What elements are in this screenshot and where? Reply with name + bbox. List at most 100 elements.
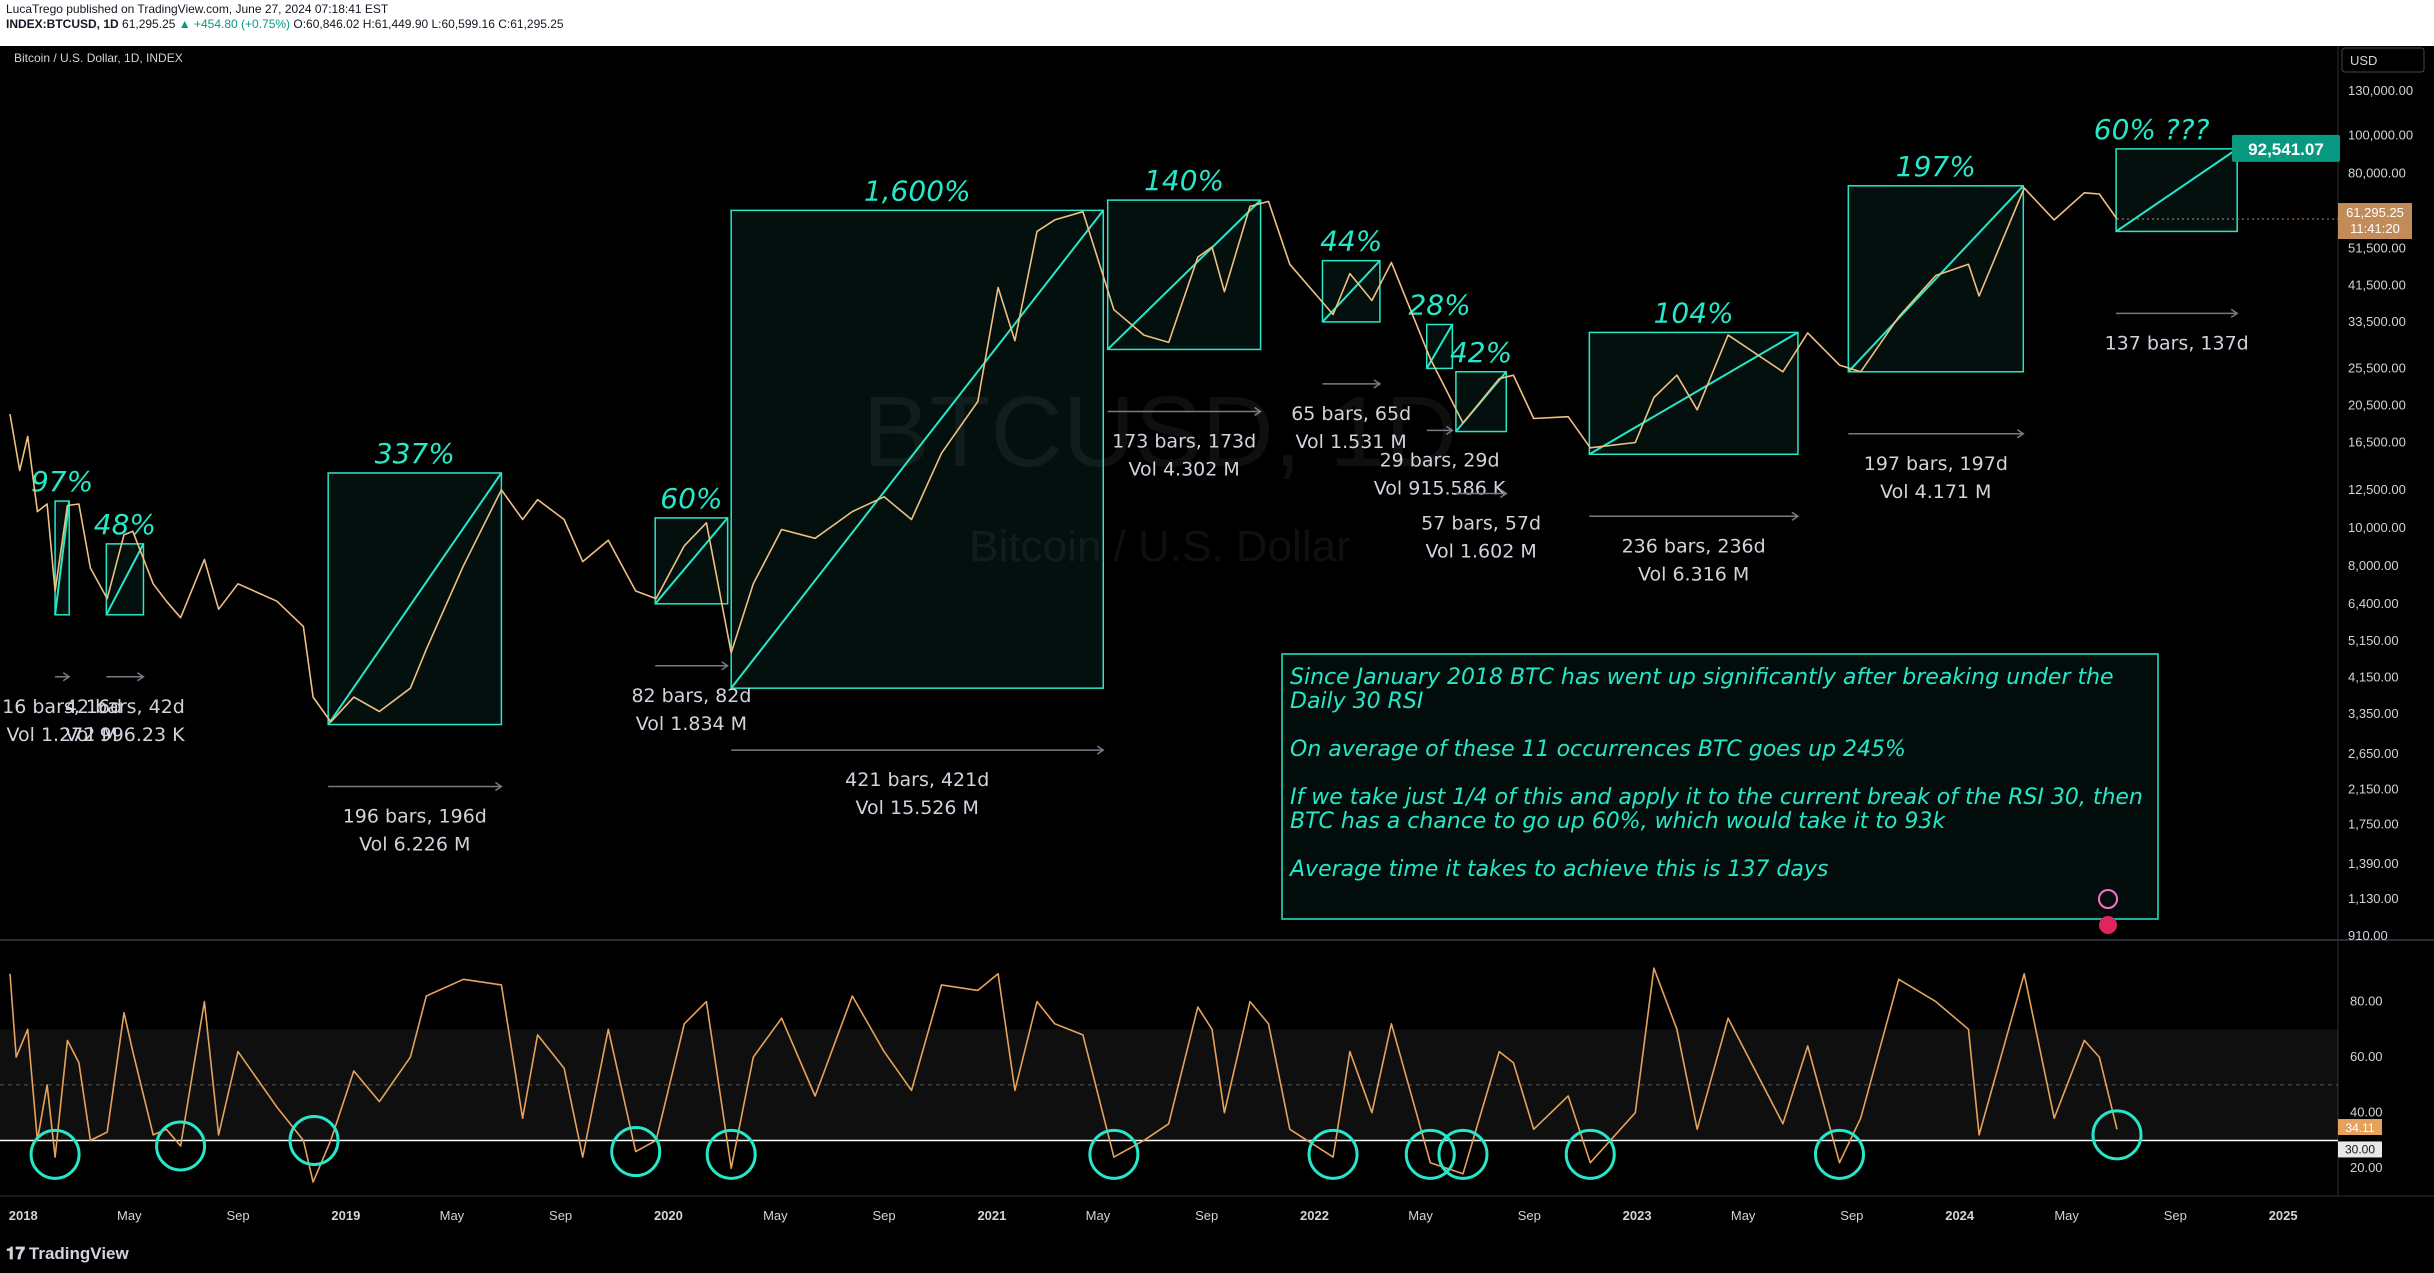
watermark-name: Bitcoin / U.S. Dollar <box>969 522 1350 571</box>
range-vol-label: Vol 6.316 M <box>1638 563 1749 585</box>
time-axis-label: May <box>440 1208 465 1223</box>
gain-percent-label: 97% <box>31 465 93 498</box>
time-axis-label: Sep <box>1518 1208 1541 1223</box>
annotation-note-line: If we take just 1/4 of this and apply it… <box>1290 785 2143 810</box>
tradingview-brand[interactable]: 𝟏𝟕 TradingView <box>6 1244 129 1264</box>
rsi-break-circle <box>155 1120 207 1172</box>
projection-percent-label: 60% ??? <box>2094 113 2210 146</box>
range-vol-label: Vol 4.171 M <box>1880 481 1991 503</box>
time-axis-label: Sep <box>2164 1208 2187 1223</box>
time-axis-label: 2025 <box>2269 1208 2298 1223</box>
projection-bars-label: 137 bars, 137d <box>2105 332 2249 354</box>
rsi-last-value: 34.11 <box>2345 1121 2374 1135</box>
lightning-icon <box>2098 889 2118 909</box>
price-tick-label: 100,000.00 <box>2348 128 2413 143</box>
range-bars-label: 196 bars, 196d <box>343 806 487 828</box>
time-axis-label: 2023 <box>1623 1208 1652 1223</box>
rsi-tick-label: 60.00 <box>2350 1049 2383 1064</box>
last-price-countdown: 11:41:20 <box>2350 221 2400 236</box>
last-price-badge-value: 61,295.25 <box>2346 205 2404 220</box>
price-tick-label: 1,130.00 <box>2348 891 2399 906</box>
rsi-tick-label: 20.00 <box>2350 1160 2383 1175</box>
range-arrow-head <box>2016 429 2025 439</box>
rsi-threshold-badge <box>2338 1141 2382 1158</box>
time-axis-label: May <box>117 1208 142 1223</box>
range-arrow-head <box>494 781 503 792</box>
currency-label: USD <box>2350 53 2377 68</box>
rsi-tick-label: 80.00 <box>2350 994 2383 1009</box>
publish-header: LucaTrego published on TradingView.com, … <box>0 0 2434 46</box>
range-bars-label: 16 bars, 16d <box>2 696 122 718</box>
range-vol-label: Vol 1.834 M <box>636 713 747 735</box>
price-tick-label: 33,500.00 <box>2348 314 2406 329</box>
rsi-break-circle <box>1813 1128 1865 1180</box>
price-change: ▲ +454.80 (+0.75%) <box>178 17 291 31</box>
range-vol-label: Vol 915.586 K <box>1374 477 1506 499</box>
brand-name: TradingView <box>28 1244 129 1263</box>
time-axis-label: Sep <box>549 1208 572 1223</box>
time-axis-label: Sep <box>873 1208 896 1223</box>
annotation-note-box <box>1281 653 2159 920</box>
rsi-break-circle <box>29 1128 81 1180</box>
range-bars-label: 197 bars, 197d <box>1864 453 2008 475</box>
price-tick-label: 2,150.00 <box>2348 782 2399 797</box>
rsi-break-circle <box>1564 1128 1616 1180</box>
range-arrow-head <box>721 661 730 671</box>
rsi-break-circle <box>288 1114 340 1166</box>
projection-trendline <box>2115 148 2238 233</box>
gain-percent-label: 48% <box>94 508 156 541</box>
range-vol-label: Vol 15.526 M <box>856 797 979 819</box>
gain-trendline <box>54 500 71 615</box>
range-arrow-head <box>1373 379 1382 389</box>
annotation-note-line: Since January 2018 BTC has went up signi… <box>1290 665 2114 690</box>
price-tick-label: 1,750.00 <box>2348 817 2399 832</box>
rsi-break-circle <box>1307 1128 1359 1180</box>
range-vol-label: Vol 1.272 M <box>6 724 117 746</box>
gain-trendline <box>327 472 503 726</box>
range-bars-label: 42 bars, 42d <box>65 696 185 718</box>
rsi-break-circle <box>1404 1128 1456 1180</box>
gain-percent-label: 140% <box>1144 164 1224 197</box>
watermark-symbol: BTCUSD, 1D <box>863 376 1458 488</box>
currency-selector[interactable] <box>2341 47 2425 73</box>
chart-title: Bitcoin / U.S. Dollar, 1D, INDEX <box>14 51 183 65</box>
rsi-last-badge <box>2338 1119 2382 1136</box>
price-tick-label: 16,500.00 <box>2348 435 2406 450</box>
gain-percent-label: 197% <box>1896 150 1976 183</box>
price-tick-label: 2,650.00 <box>2348 746 2399 761</box>
price-series-line <box>9 187 2118 723</box>
price-tick-label: 910.00 <box>2348 928 2388 943</box>
gain-percent-label: 337% <box>375 437 455 470</box>
gain-trendline <box>730 209 1105 689</box>
time-axis-label: May <box>2054 1208 2079 1223</box>
range-vol-label: Vol 6.226 M <box>359 834 470 856</box>
symbol-label: INDEX:BTCUSD, 1D <box>6 17 119 31</box>
price-tick-label: 130,000.00 <box>2348 83 2413 98</box>
gain-trendline <box>1106 199 1262 351</box>
rsi-break-circle <box>1088 1128 1140 1180</box>
price-tick-label: 25,500.00 <box>2348 360 2406 375</box>
rsi-series-line <box>9 967 2118 1183</box>
time-axis-label: May <box>763 1208 788 1223</box>
last-price: 61,295.25 <box>122 17 176 31</box>
chart-canvas[interactable]: Bitcoin / U.S. Dollar, 1D, INDEX BTCUSD, … <box>0 46 2434 1232</box>
price-tick-label: 10,000.00 <box>2348 520 2406 535</box>
time-axis-label: 2020 <box>654 1208 683 1223</box>
rsi-break-circle <box>2091 1109 2143 1161</box>
time-axis-label: 2024 <box>1945 1208 1975 1223</box>
range-arrow-head <box>1096 745 1105 755</box>
time-axis-label: 2019 <box>331 1208 360 1223</box>
range-bars-label: 421 bars, 421d <box>845 769 989 791</box>
time-axis-label: May <box>1086 1208 1111 1223</box>
gain-trendline <box>654 517 729 605</box>
price-tick-label: 41,500.00 <box>2348 277 2406 292</box>
price-tick-label: 3,350.00 <box>2348 706 2399 721</box>
rsi-break-circle <box>610 1126 662 1178</box>
gain-percent-label: 28% <box>1408 288 1470 321</box>
range-arrow-head <box>1254 406 1262 417</box>
range-vol-label: Vol 1.531 M <box>1296 431 1407 453</box>
gain-percent-label: 60% <box>660 482 722 515</box>
range-bars-label: 29 bars, 29d <box>1380 449 1500 471</box>
range-arrow-head <box>1445 425 1454 436</box>
range-bars-label: 65 bars, 65d <box>1291 403 1411 425</box>
